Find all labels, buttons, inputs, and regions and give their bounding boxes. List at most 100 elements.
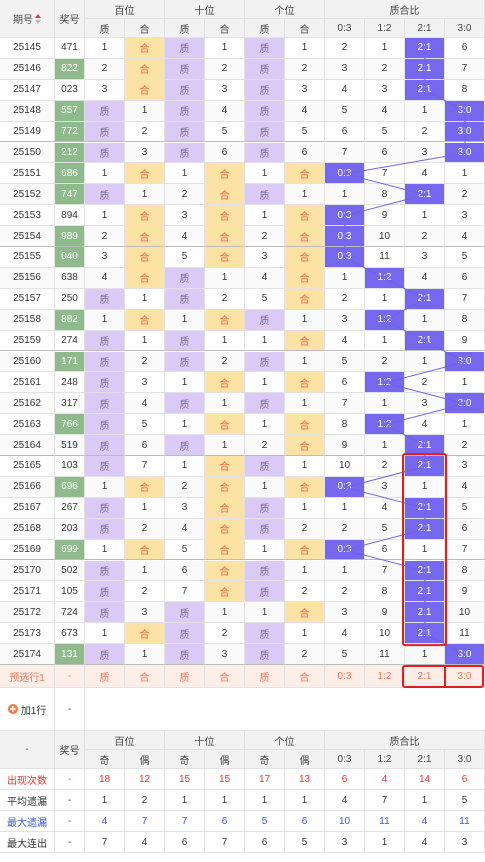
preselect-cell: 合 xyxy=(125,665,165,688)
cell-text: 3:0 xyxy=(457,648,472,660)
stat-cell: 11 xyxy=(365,811,405,832)
cell-text: 274 xyxy=(61,335,78,347)
cell: 合 xyxy=(285,267,325,289)
cell-text: 质 xyxy=(259,672,270,684)
cell-text: 合 xyxy=(299,274,310,286)
cell: 2 xyxy=(325,518,365,540)
cell-text: 4 xyxy=(341,794,348,806)
cell-text: 25153 xyxy=(13,209,41,221)
cell: 合 xyxy=(125,476,165,498)
cell: 1 xyxy=(85,309,125,331)
draw-number: 105 xyxy=(55,581,85,603)
cell-text: 4 xyxy=(461,230,468,242)
sub-header: 奇 xyxy=(245,750,285,769)
cell-text: 212 xyxy=(61,146,78,158)
cell: 质 xyxy=(85,435,125,456)
cell-text: 5 xyxy=(341,105,348,117)
stat-cell: 4 xyxy=(85,811,125,832)
cell-text: 1:2 xyxy=(377,376,392,388)
cell-text: 9 xyxy=(381,606,388,618)
cell-text: - xyxy=(67,815,72,827)
sub-header: 1:2 xyxy=(365,750,405,769)
cell-text: 质 xyxy=(259,190,270,202)
cell-text: 1 xyxy=(101,42,108,54)
cell-text: 1 xyxy=(341,272,348,284)
cell-text: 质 xyxy=(99,190,110,202)
cell: 1 xyxy=(325,497,365,519)
preselect-cell: 2:1 xyxy=(405,665,445,688)
cell: 合 xyxy=(285,372,325,394)
period: 25158 xyxy=(0,309,55,331)
cell-text: 百位 xyxy=(114,736,135,748)
cell-text: 7 xyxy=(381,167,388,179)
draw-number: 772 xyxy=(55,121,85,143)
cell-text: 1 xyxy=(261,209,268,221)
period: 25156 xyxy=(0,267,55,289)
stat-cell: - xyxy=(55,790,85,811)
cell-text: 合 xyxy=(219,253,230,265)
period-header[interactable]: 期号 xyxy=(0,0,55,38)
cell-text: 1 xyxy=(261,418,268,430)
add-row-button[interactable]: 加1行 xyxy=(0,688,55,731)
stat-cell: 6 xyxy=(165,832,205,853)
cell: 2 xyxy=(285,644,325,665)
stat-cell: 4 xyxy=(405,832,445,853)
cell-text: 4 xyxy=(181,230,188,242)
cell: 质 xyxy=(85,456,125,477)
cell: 3 xyxy=(405,142,445,164)
cell-text: 25162 xyxy=(13,397,41,409)
cell-text: 3:0 xyxy=(457,355,472,367)
cell-text: 248 xyxy=(61,376,78,388)
sub-header: 质 xyxy=(85,19,125,38)
cell-text: 25173 xyxy=(13,627,41,639)
cell-text: 0:3 xyxy=(337,22,352,34)
cell: 质 xyxy=(85,393,125,415)
cell: 合 xyxy=(125,79,165,101)
cell-text: 2 xyxy=(101,230,108,242)
cell: 质 xyxy=(165,351,205,373)
plus-icon[interactable] xyxy=(7,704,18,714)
cell-text: 1 xyxy=(421,544,428,556)
preselect-cell: - xyxy=(55,665,85,688)
cell-text: 8 xyxy=(341,418,348,430)
cell-text: 1 xyxy=(221,42,228,54)
cell: 2:1 xyxy=(405,38,445,59)
cell-text: 25167 xyxy=(13,502,41,514)
cell: 1 xyxy=(205,435,245,456)
cell-text: - xyxy=(67,670,72,682)
cell-text: 7 xyxy=(141,815,148,827)
cell-text: 171 xyxy=(61,355,78,367)
cell: 1 xyxy=(365,330,405,352)
sort-icon[interactable] xyxy=(35,13,41,24)
cell-text: 15 xyxy=(218,773,231,785)
period: 25150 xyxy=(0,142,55,164)
cell: 质 xyxy=(245,142,285,164)
cell-text: 7 xyxy=(101,836,108,848)
draw-number: 267 xyxy=(55,497,85,519)
cell-text: 3 xyxy=(141,376,148,388)
draw-number: 822 xyxy=(55,58,85,80)
cell: 0:3 xyxy=(325,539,365,561)
cell-text: 合 xyxy=(139,169,150,181)
cell: 4 xyxy=(405,267,445,289)
draw-number: 724 xyxy=(55,602,85,624)
period: 25170 xyxy=(0,560,55,582)
cell: 2 xyxy=(205,288,245,310)
draw-number: 471 xyxy=(55,38,85,59)
cell-text: 1 xyxy=(101,209,108,221)
cell-text: 2:1 xyxy=(417,293,432,305)
cell: 1 xyxy=(245,163,285,185)
cell-text: 2 xyxy=(461,188,468,200)
draw-number: 502 xyxy=(55,560,85,582)
cell: 10 xyxy=(325,456,365,477)
cell-text: 0:3 xyxy=(337,167,352,179)
cell-text: 合 xyxy=(299,211,310,223)
cell-text: 772 xyxy=(61,126,78,138)
cell: 1 xyxy=(365,393,405,415)
cell: 合 xyxy=(285,476,325,498)
cell: 6 xyxy=(285,142,325,164)
cell-text: 质 xyxy=(99,128,110,140)
cell: 质 xyxy=(245,560,285,582)
cell: 3:0 xyxy=(445,142,485,164)
preselect-cell: 质 xyxy=(245,665,285,688)
